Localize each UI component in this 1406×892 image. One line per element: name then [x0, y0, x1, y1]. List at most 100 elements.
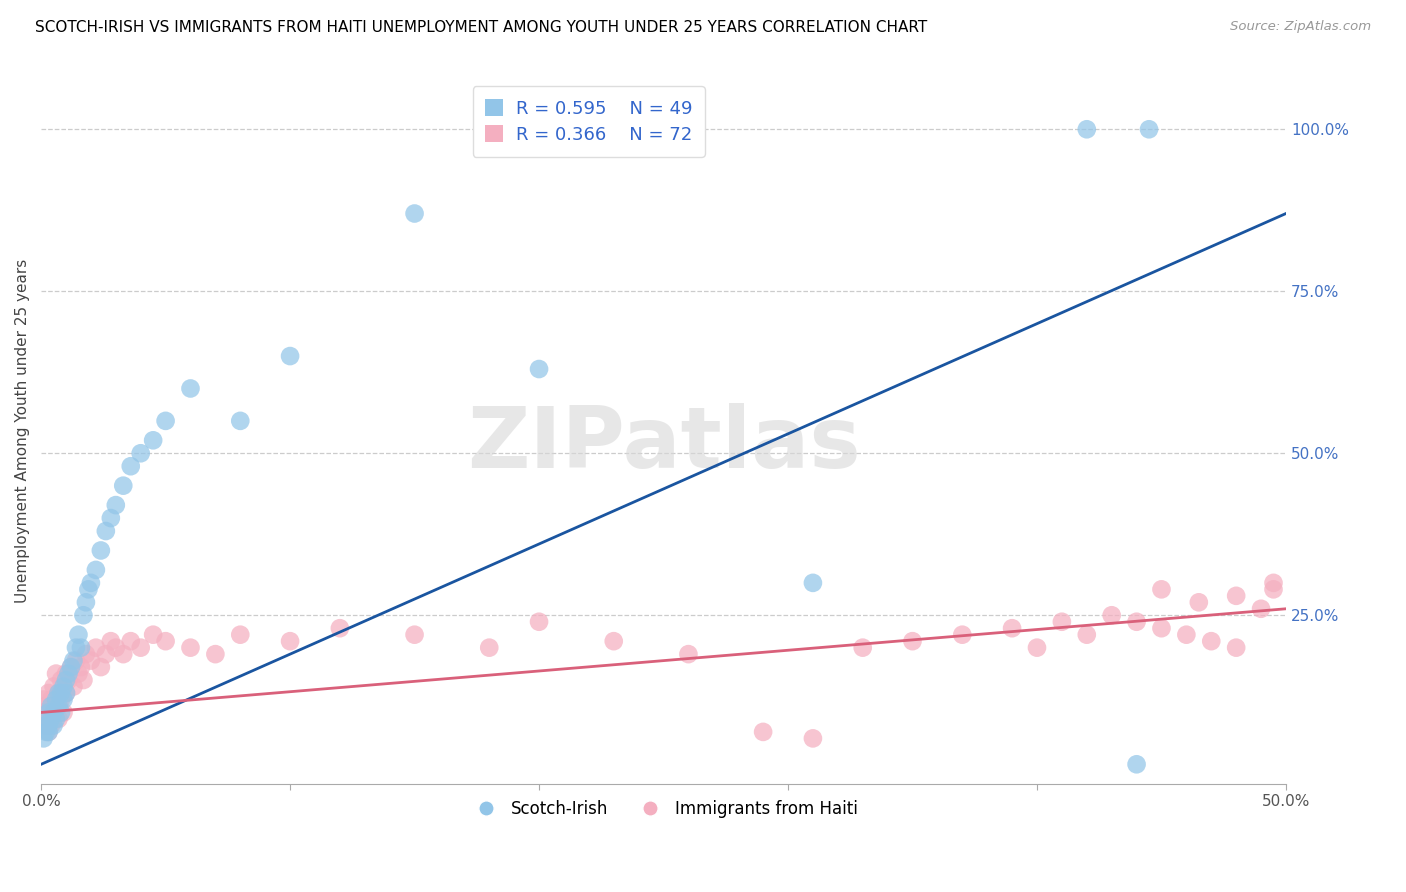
Point: [603, 634, 626, 648]
Point: [45, 692, 67, 706]
Point: [104, 640, 127, 655]
Point: [112, 478, 135, 492]
Point: [59, 660, 82, 674]
Point: [155, 414, 177, 428]
Point: [1125, 757, 1147, 772]
Point: [62, 680, 84, 694]
Point: [120, 459, 142, 474]
Point: [75, 595, 97, 609]
Text: Source: ZipAtlas.com: Source: ZipAtlas.com: [1230, 20, 1371, 33]
Point: [155, 634, 177, 648]
Point: [38, 706, 60, 720]
Point: [1026, 640, 1049, 655]
Point: [80, 575, 103, 590]
Point: [35, 718, 58, 732]
Point: [120, 634, 142, 648]
Point: [32, 731, 55, 746]
Point: [1050, 615, 1073, 629]
Point: [278, 349, 301, 363]
Point: [62, 654, 84, 668]
Point: [1199, 634, 1222, 648]
Point: [1101, 608, 1123, 623]
Point: [229, 628, 252, 642]
Point: [179, 640, 201, 655]
Point: [52, 706, 75, 720]
Point: [42, 680, 65, 694]
Point: [72, 673, 94, 687]
Point: [80, 654, 103, 668]
Point: [1263, 575, 1285, 590]
Point: [70, 660, 93, 674]
Point: [32, 692, 55, 706]
Point: [45, 712, 67, 726]
Point: [55, 666, 77, 681]
Point: [852, 640, 875, 655]
Point: [1076, 628, 1098, 642]
Point: [801, 731, 824, 746]
Point: [1125, 615, 1147, 629]
Point: [1150, 582, 1173, 597]
Point: [58, 666, 80, 681]
Point: [45, 666, 67, 681]
Point: [48, 698, 70, 713]
Point: [39, 706, 62, 720]
Point: [67, 628, 90, 642]
Point: [129, 446, 152, 460]
Point: [58, 673, 80, 687]
Point: [100, 511, 122, 525]
Point: [84, 640, 107, 655]
Point: [38, 725, 60, 739]
Point: [77, 582, 100, 597]
Point: [55, 673, 77, 687]
Y-axis label: Unemployment Among Youth under 25 years: Unemployment Among Youth under 25 years: [15, 259, 30, 603]
Point: [1263, 582, 1285, 597]
Point: [70, 640, 93, 655]
Point: [1150, 621, 1173, 635]
Point: [112, 647, 135, 661]
Point: [48, 686, 70, 700]
Point: [38, 718, 60, 732]
Point: [55, 686, 77, 700]
Point: [42, 718, 65, 732]
Point: [1076, 122, 1098, 136]
Point: [801, 575, 824, 590]
Point: [1225, 640, 1247, 655]
Point: [901, 634, 924, 648]
Point: [129, 640, 152, 655]
Point: [39, 718, 62, 732]
Point: [404, 628, 426, 642]
Text: SCOTCH-IRISH VS IMMIGRANTS FROM HAITI UNEMPLOYMENT AMONG YOUTH UNDER 25 YEARS CO: SCOTCH-IRISH VS IMMIGRANTS FROM HAITI UN…: [35, 20, 928, 35]
Point: [48, 712, 70, 726]
Point: [39, 712, 62, 726]
Point: [49, 706, 72, 720]
Point: [478, 640, 501, 655]
Point: [38, 686, 60, 700]
Point: [142, 434, 165, 448]
Point: [1225, 589, 1247, 603]
Point: [94, 524, 117, 538]
Text: ZIPatlas: ZIPatlas: [467, 403, 860, 486]
Point: [104, 498, 127, 512]
Point: [39, 692, 62, 706]
Point: [94, 647, 117, 661]
Point: [55, 686, 77, 700]
Point: [404, 206, 426, 220]
Point: [229, 414, 252, 428]
Point: [42, 706, 65, 720]
Point: [204, 647, 226, 661]
Point: [52, 680, 75, 694]
Point: [950, 628, 973, 642]
Point: [38, 725, 60, 739]
Point: [49, 686, 72, 700]
Point: [90, 543, 112, 558]
Point: [1137, 122, 1160, 136]
Point: [1250, 601, 1272, 615]
Legend: Scotch-Irish, Immigrants from Haiti: Scotch-Irish, Immigrants from Haiti: [463, 794, 865, 825]
Point: [48, 686, 70, 700]
Point: [42, 706, 65, 720]
Point: [67, 666, 90, 681]
Point: [39, 698, 62, 713]
Point: [65, 640, 87, 655]
Point: [49, 673, 72, 687]
Point: [45, 698, 67, 713]
